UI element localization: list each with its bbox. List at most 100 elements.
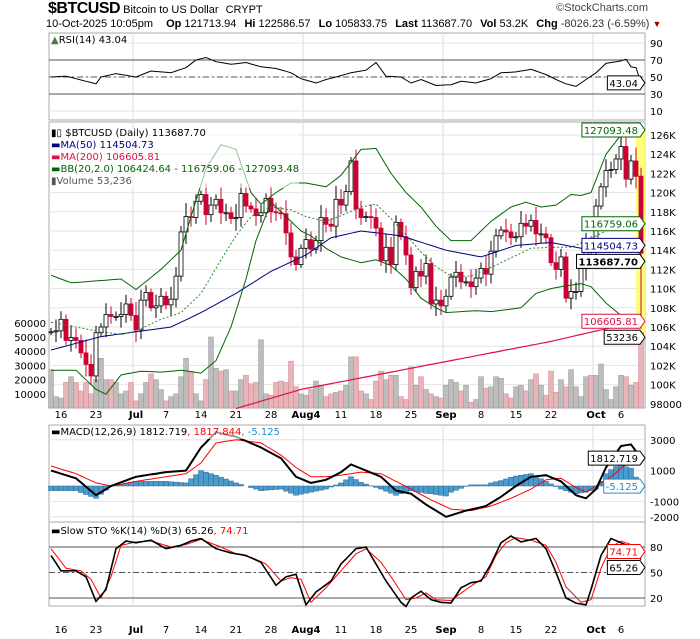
- macd-histogram-bar: [508, 477, 514, 487]
- price-value-tag-box: [581, 122, 646, 138]
- rsi-value-tag-group: 43.04: [606, 75, 646, 91]
- price-tick-label: 104K: [650, 342, 676, 353]
- candle-up: [123, 303, 129, 315]
- price-value-tag-group: 113687.70: [576, 253, 646, 269]
- macd-panel: [48, 424, 646, 523]
- volume-bar: [523, 390, 529, 409]
- macd-histogram-bar: [153, 481, 159, 487]
- candle-down: [503, 229, 509, 233]
- volume-tick-label: 30000: [14, 361, 46, 372]
- candle-up: [453, 271, 459, 278]
- macd-histogram-bar: [288, 485, 294, 494]
- sto-legend-text: Slow STO %K(14) %D(3) 65.26: [60, 526, 214, 537]
- volume-bar: [493, 376, 499, 409]
- x-tick-label: 8: [478, 625, 484, 636]
- candle-down: [458, 271, 464, 283]
- price-value-tag-group: 53236: [603, 329, 646, 345]
- volume-bar: [73, 382, 79, 409]
- macd-histogram-bar: [293, 485, 299, 496]
- price-value-tag-box: [581, 313, 646, 329]
- candle-up: [528, 220, 534, 227]
- rsi-tick-label: 10: [650, 107, 663, 118]
- macd-histogram-bar: [48, 485, 54, 491]
- macd-histogram-bar: [378, 485, 384, 490]
- macd-histogram-bar: [478, 484, 484, 487]
- macd-histogram-bar: [303, 485, 309, 494]
- x-tick-label: 6: [618, 625, 624, 636]
- candle-down: [373, 217, 379, 229]
- price-tick-label: 122K: [650, 169, 676, 180]
- candle-down: [338, 198, 344, 206]
- candle-up: [53, 330, 59, 333]
- candle-up: [383, 246, 389, 262]
- sto-k-tag-group: 65.26: [606, 559, 646, 575]
- macd-histogram-bar: [53, 485, 59, 491]
- volume-bar: [598, 363, 604, 409]
- price-value-tag-group: 114504.73: [581, 237, 646, 253]
- candle-down: [253, 208, 259, 217]
- macd-histogram-bar: [58, 485, 64, 491]
- volume-bar: [318, 385, 324, 409]
- macd-histogram-bar: [543, 481, 549, 487]
- candle-up: [348, 160, 354, 193]
- macd-histogram-bar: [183, 482, 189, 487]
- volume-tick-label: 10000: [14, 390, 46, 401]
- macd-histogram-bar: [528, 473, 534, 487]
- candle-up: [178, 231, 184, 277]
- line-swatch-icon: ▬: [51, 152, 61, 163]
- macd-histogram-bar: [158, 481, 164, 487]
- ma50-line: [50, 230, 641, 351]
- brand-logo[interactable]: ©StockCharts.com: [556, 2, 648, 14]
- candle-up: [113, 316, 119, 318]
- candle-up: [443, 295, 449, 307]
- macd-histogram-bar: [148, 481, 154, 487]
- x-tick-label: 25: [405, 625, 418, 636]
- candle-up: [498, 229, 504, 237]
- candle-down: [148, 292, 154, 309]
- macd-histogram-bar: [453, 485, 459, 491]
- rsi-tick-label: 70: [650, 56, 663, 67]
- line-swatch-icon: ▬: [51, 140, 61, 151]
- volume-bar: [388, 375, 394, 409]
- volume-bar: [588, 375, 594, 409]
- macd-value-tag-group: 1812.719: [587, 450, 646, 466]
- volume-bar: [378, 370, 384, 409]
- candle-down: [268, 197, 274, 213]
- x-tick-label: Jul: [128, 625, 143, 636]
- macd-histogram-bar: [308, 485, 314, 493]
- volume-bar: [398, 396, 404, 409]
- price-tick-label: 112K: [650, 265, 676, 276]
- legend-bb: ▬BB(20,2.0) 106424.64 - 116759.06 - 1270…: [51, 164, 299, 176]
- volume-bar: [628, 385, 634, 409]
- macd-legend-text: MACD(12,26,9) 1812.719: [60, 427, 188, 438]
- volume-bar: [143, 382, 149, 409]
- macd-histogram-bar: [263, 485, 269, 491]
- volume-bar: [543, 394, 549, 409]
- candle-down: [418, 270, 424, 277]
- macd-histogram-bar: [468, 484, 474, 487]
- volume-bar: [178, 376, 184, 409]
- legend-ma200: ▬MA(200) 106605.81: [51, 152, 299, 164]
- volume-bar: [623, 376, 629, 409]
- macd-histogram-bar: [448, 485, 454, 493]
- volume-bar: [48, 369, 54, 409]
- candle-down: [128, 303, 134, 316]
- price-value-tag-group: 106605.81: [581, 313, 646, 329]
- macd-histogram-bar: [163, 481, 169, 487]
- x-tick-label: 16: [55, 410, 68, 421]
- volume-bar: [558, 379, 564, 409]
- candle-down: [403, 236, 409, 256]
- candle-up: [603, 170, 609, 188]
- candle-down: [623, 146, 629, 180]
- x-tick-label: 16: [55, 625, 68, 636]
- x-tick-label: 15: [510, 625, 523, 636]
- candle-up: [103, 314, 109, 328]
- volume-bar: [188, 372, 194, 409]
- macd-histogram-bar: [493, 481, 499, 487]
- sto-d-tag-box: [606, 543, 646, 559]
- candle-up: [258, 212, 264, 217]
- candle-down: [523, 222, 529, 227]
- price-tick-label: 110K: [650, 285, 676, 296]
